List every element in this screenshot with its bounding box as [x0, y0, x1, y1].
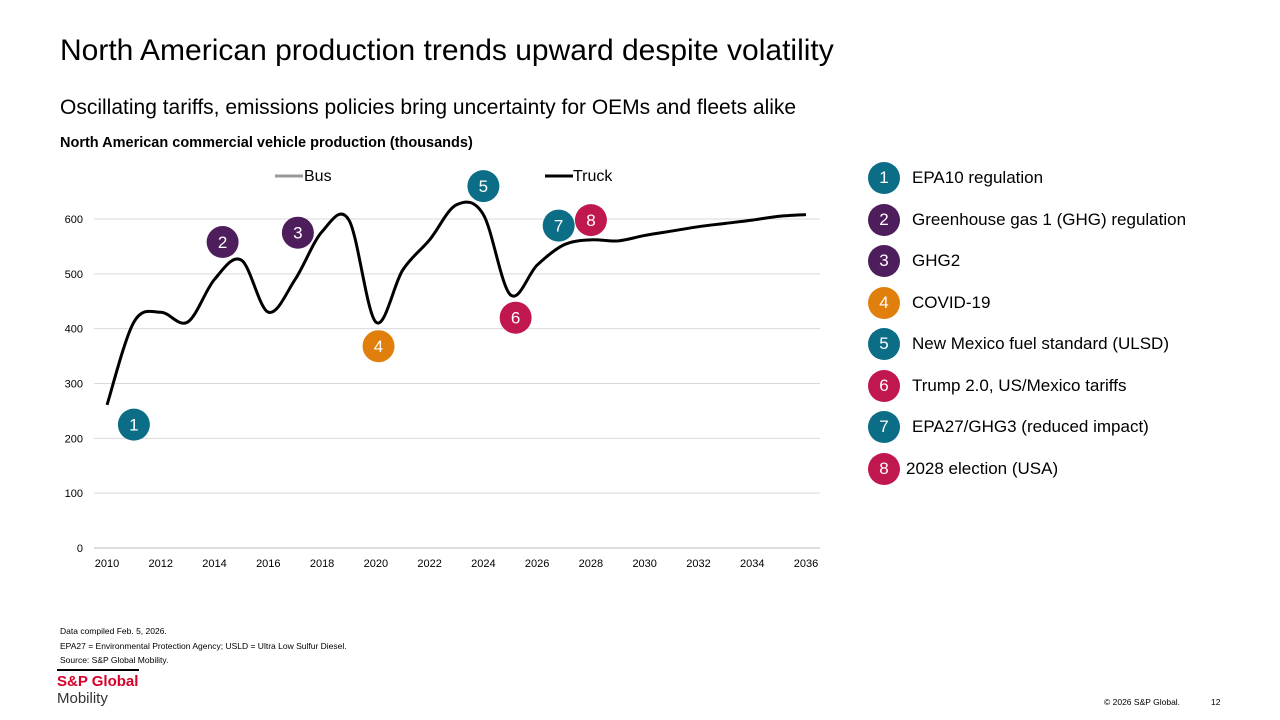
- annotation-label: 4: [374, 337, 383, 356]
- x-tick-label: 2010: [95, 558, 119, 570]
- key-item-8: 8 2028 election (USA): [868, 452, 1059, 485]
- annotation-label: 1: [129, 416, 138, 435]
- x-tick-label: 2034: [740, 558, 764, 570]
- y-tick-label: 0: [77, 543, 83, 555]
- page-subtitle: Oscillating tariffs, emissions policies …: [60, 96, 797, 119]
- x-tick-label: 2032: [686, 558, 710, 570]
- x-tick-label: 2018: [310, 558, 334, 570]
- key-text: GHG2: [912, 251, 961, 270]
- annotation-marker-5: [467, 170, 500, 203]
- key-text: EPA27/GHG3 (reduced impact): [912, 417, 1149, 436]
- y-tick-label: 400: [65, 324, 83, 336]
- key-text: New Mexico fuel standard (ULSD): [912, 334, 1169, 353]
- annotation-marker-2: [206, 226, 239, 259]
- legend-label-truck: Truck: [573, 168, 613, 185]
- series-line-truck: [105, 200, 807, 406]
- chart-title: North American commercial vehicle produc…: [60, 135, 473, 151]
- number-badge: 7: [868, 411, 900, 443]
- number-badge: 4: [868, 286, 900, 319]
- footnote-source: Source: S&P Global Mobility.: [60, 655, 169, 665]
- y-tick-label: 100: [65, 488, 83, 500]
- key-item-7: 7 EPA27/GHG3 (reduced impact): [868, 411, 1149, 443]
- key-text: COVID-19: [912, 292, 991, 312]
- key-item-2: 2 Greenhouse gas 1 (GHG) regulation: [868, 203, 1187, 236]
- key-item-3: 3 GHG2: [868, 245, 960, 277]
- x-tick-label: 2024: [471, 558, 495, 570]
- page-number: 12: [1211, 697, 1221, 707]
- annotation-marker-1: [117, 408, 150, 441]
- number-badge: 6: [868, 369, 900, 402]
- x-tick-label: 2026: [525, 558, 549, 570]
- x-tick-label: 2022: [417, 558, 441, 570]
- key-item-1: 1 EPA10 regulation: [868, 162, 1043, 194]
- number-badge: 1: [868, 162, 900, 194]
- annotation-label: 7: [554, 217, 563, 236]
- number-badge: 5: [868, 328, 900, 360]
- number-badge: 2: [868, 203, 900, 236]
- x-tick-label: 2016: [256, 558, 280, 570]
- annotation-marker-6: [499, 301, 532, 334]
- annotation-label: 6: [511, 309, 520, 328]
- y-tick-label: 300: [65, 379, 83, 391]
- annotation-label: 3: [293, 224, 302, 243]
- key-text: Greenhouse gas 1 (GHG) regulation: [912, 209, 1187, 229]
- key-text: 2028 election (USA): [906, 458, 1059, 478]
- annotation-marker-3: [281, 216, 314, 249]
- copyright: © 2026 S&P Global.: [1104, 697, 1181, 707]
- x-tick-label: 2012: [149, 558, 173, 570]
- y-tick-label: 600: [65, 214, 83, 226]
- footnote-date: Data compiled Feb. 5, 2026.: [60, 626, 167, 636]
- logo-brand: S&P Global: [57, 673, 139, 690]
- x-tick-label: 2014: [202, 558, 226, 570]
- key-item-6: 6 Trump 2.0, US/Mexico tariffs: [868, 369, 1127, 402]
- key-text: Trump 2.0, US/Mexico tariffs: [912, 375, 1127, 395]
- number-badge: 3: [868, 245, 900, 277]
- key-item-4: 4 COVID-19: [868, 286, 991, 319]
- annotation-label: 5: [479, 177, 488, 196]
- key-item-5: 5 New Mexico fuel standard (ULSD): [868, 328, 1169, 360]
- x-tick-label: 2036: [794, 558, 818, 570]
- y-tick-label: 500: [65, 269, 83, 281]
- logo-division: Mobility: [57, 690, 108, 707]
- annotation-label: 8: [586, 211, 595, 230]
- legend-label-bus: Bus: [304, 168, 332, 185]
- annotation-marker-4: [362, 330, 395, 363]
- page-title: North American production trends upward …: [60, 34, 834, 67]
- x-tick-label: 2028: [579, 558, 603, 570]
- logo-divider: [57, 669, 139, 671]
- x-tick-label: 2030: [632, 558, 656, 570]
- annotation-marker-7: [542, 209, 575, 242]
- x-tick-label: 2020: [364, 558, 388, 570]
- footnote-abbrev: EPA27 = Environmental Protection Agency;…: [60, 641, 347, 651]
- number-badge: 8: [868, 452, 900, 485]
- annotation-label: 2: [218, 233, 227, 252]
- annotation-marker-8: [574, 204, 607, 237]
- key-text: EPA10 regulation: [912, 168, 1044, 187]
- y-tick-label: 200: [65, 433, 83, 445]
- line-chart: 0 100 200 300 400 500 600 2010 2012 2014 2016 2018 2…: [65, 168, 820, 570]
